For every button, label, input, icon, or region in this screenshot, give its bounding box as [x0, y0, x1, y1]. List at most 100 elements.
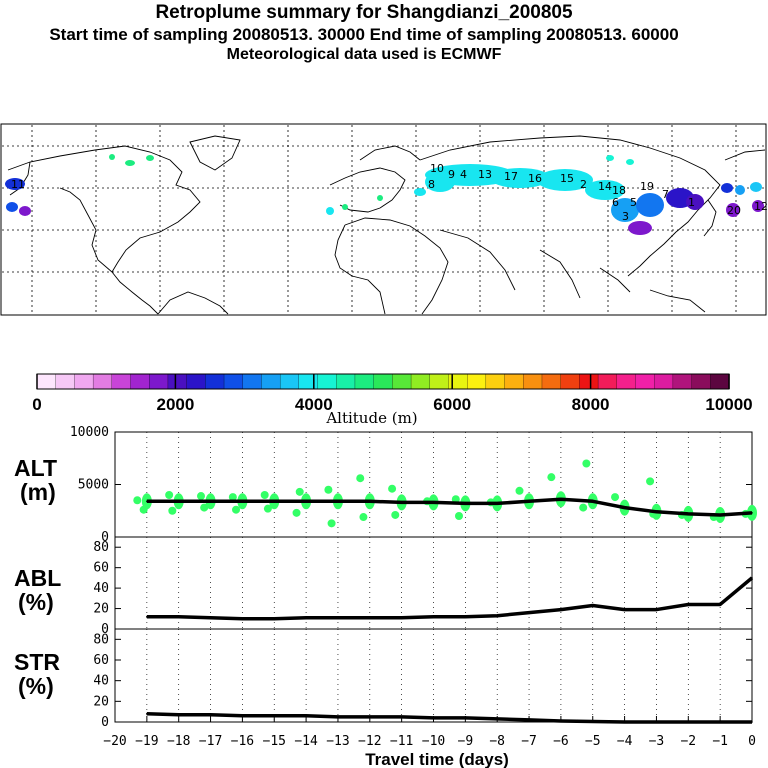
- colorbar-cell: [205, 373, 225, 390]
- x-tick-label: −3: [649, 734, 665, 749]
- data-point: [369, 500, 371, 503]
- colorbar-cell: [467, 373, 487, 390]
- data-point: [719, 514, 721, 516]
- data-point: [528, 500, 530, 503]
- panel-abl-plot: 80 60 40 20 0: [93, 536, 754, 637]
- x-tick-label: −10: [422, 734, 445, 749]
- data-point: [369, 616, 371, 619]
- plume-blob: [490, 168, 550, 188]
- y-tick-label: 0: [101, 715, 109, 730]
- data-point: [432, 501, 435, 504]
- plume-label: 2: [580, 178, 587, 191]
- data-point: [528, 611, 530, 614]
- scatter-point: [133, 496, 142, 505]
- y-tick-label: 60: [93, 561, 109, 576]
- panel-str-plot: 80 60 40 20 0: [93, 628, 753, 730]
- colorbar-cell: [298, 373, 319, 390]
- x-tick-label: −8: [489, 734, 505, 749]
- colorbar: 0 2000 4000 6000 8000 10000 Altitude (m): [32, 373, 753, 427]
- plume-blob: [585, 180, 625, 200]
- colorbar-cell: [579, 373, 599, 390]
- colorbar-cell: [223, 373, 244, 390]
- x-tick-label: −16: [231, 734, 254, 749]
- x-tick-label: −12: [358, 734, 381, 749]
- abl-unit: (%): [18, 589, 54, 615]
- colorbar-title: Altitude (m): [325, 409, 417, 427]
- x-tick-label: −14: [294, 734, 318, 749]
- data-point: [655, 608, 658, 611]
- colorbar-cell: [130, 373, 150, 390]
- colorbar-cell: [672, 373, 693, 390]
- plume-label: 17: [504, 170, 518, 183]
- x-tick-label: −6: [553, 734, 569, 749]
- colorbar-cell: [485, 373, 506, 390]
- plume-blob: [377, 195, 383, 201]
- scatter-point: [451, 495, 460, 504]
- panel-alt: ALT (m): [14, 455, 57, 505]
- alt-label: ALT: [14, 455, 57, 481]
- data-point: [560, 498, 562, 501]
- colorbar-tick-label: 2000: [156, 395, 194, 414]
- data-point: [560, 608, 562, 611]
- x-axis-title: Travel time (days): [365, 750, 509, 768]
- data-point: [305, 500, 307, 503]
- plume-blob: [752, 200, 764, 212]
- scatter-point: [327, 519, 336, 528]
- colorbar-cell: [261, 373, 281, 390]
- plume-blob: [146, 155, 154, 161]
- y-tick-label: 10000: [70, 425, 109, 440]
- plume-label: 14: [598, 180, 612, 193]
- plume-label: 8: [428, 178, 435, 191]
- data-point: [623, 608, 626, 611]
- colorbar-cell: [710, 373, 730, 390]
- data-point: [305, 616, 307, 619]
- plume-blob: [606, 155, 614, 161]
- plume-label: 4: [460, 168, 467, 181]
- plume-blob: [636, 193, 664, 217]
- plume-blob: [414, 188, 426, 196]
- plume-label: 13: [478, 168, 492, 181]
- x-tick-label: −9: [458, 734, 474, 749]
- data-point: [719, 603, 721, 606]
- meteorological-data-note: Meteorological data used is ECMWF: [226, 46, 502, 63]
- data-point: [209, 500, 212, 503]
- data-point: [687, 513, 690, 515]
- chart-title: Retroplume summary for Shangdianzi_20080…: [155, 2, 573, 23]
- data-point: [241, 500, 244, 503]
- str-label: STR: [14, 649, 60, 675]
- panel-frame: [114, 628, 753, 723]
- str-unit: (%): [18, 673, 54, 699]
- panel-abl: ABL (%): [14, 565, 61, 615]
- data-point: [591, 604, 594, 607]
- x-tick-label: −13: [326, 734, 349, 749]
- colorbar-cell: [616, 373, 637, 390]
- scatter-point: [359, 513, 368, 522]
- data-point: [655, 511, 658, 513]
- colorbar-cell: [149, 373, 169, 390]
- data-point: [209, 616, 212, 619]
- scatter-point: [579, 503, 588, 512]
- scatter-point: [295, 487, 304, 496]
- data-point: [464, 615, 467, 618]
- colorbar-cell: [336, 373, 356, 390]
- scatter-point: [200, 503, 209, 512]
- data-point: [432, 615, 435, 618]
- colorbar-cell: [317, 373, 337, 390]
- colorbar-cell: [186, 373, 206, 390]
- series-line: [146, 497, 753, 517]
- plume-label: 7: [662, 188, 669, 201]
- data-point: [751, 577, 753, 579]
- x-tick-label: −11: [390, 734, 413, 749]
- plume-label: 19: [640, 180, 654, 193]
- series-line: [146, 576, 754, 621]
- abl-label: ABL: [14, 565, 61, 591]
- colorbar-cell: [279, 373, 300, 390]
- plume-blob: [6, 202, 18, 212]
- plume-label: 9: [448, 168, 455, 181]
- x-tick-label: −19: [135, 734, 158, 749]
- scatter-point: [582, 459, 591, 468]
- plume-blob: [726, 203, 740, 217]
- scatter-point: [232, 505, 241, 514]
- scatter-point: [196, 492, 205, 501]
- data-point: [273, 500, 276, 503]
